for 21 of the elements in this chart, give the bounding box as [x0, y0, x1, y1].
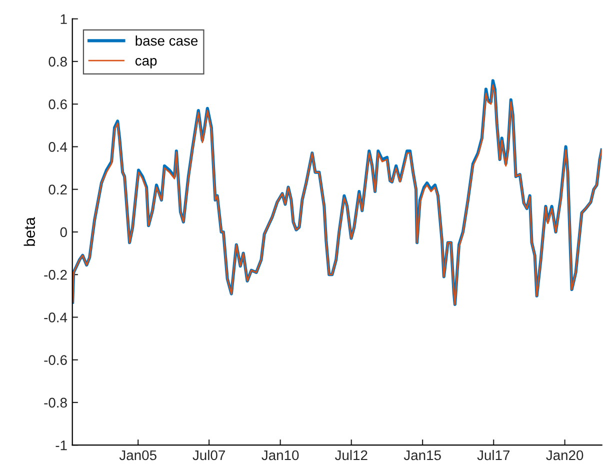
y-tick-label: -0.2	[44, 270, 67, 280]
y-tick-label: -1	[56, 440, 67, 450]
legend-label: cap	[135, 58, 157, 68]
y-tick-label: -0.8	[44, 398, 67, 408]
x-tick-label: Jan20	[546, 450, 584, 460]
y-tick-label: 0.8	[48, 56, 67, 67]
y-tick-label: 0.6	[48, 99, 67, 110]
y-tick-label: 0.2	[48, 184, 67, 195]
x-tick-label: Jan15	[404, 450, 441, 460]
x-tick-label: Jan05	[119, 450, 156, 460]
y-axis-title: beta	[24, 217, 35, 246]
x-tick-label: Jul17	[477, 450, 510, 460]
legend-label: base case	[136, 36, 198, 46]
x-tick-label: Jul07	[192, 450, 225, 460]
y-tick-label: 0	[60, 227, 67, 238]
x-tick-label: Jan10	[262, 450, 299, 460]
x-tick-label: Jul12	[334, 450, 368, 460]
y-tick-label: -0.4	[44, 312, 68, 322]
y-tick-label: 0.4	[48, 142, 68, 152]
y-tick-label: -0.6	[44, 355, 67, 366]
y-tick-label: 1	[60, 14, 67, 24]
